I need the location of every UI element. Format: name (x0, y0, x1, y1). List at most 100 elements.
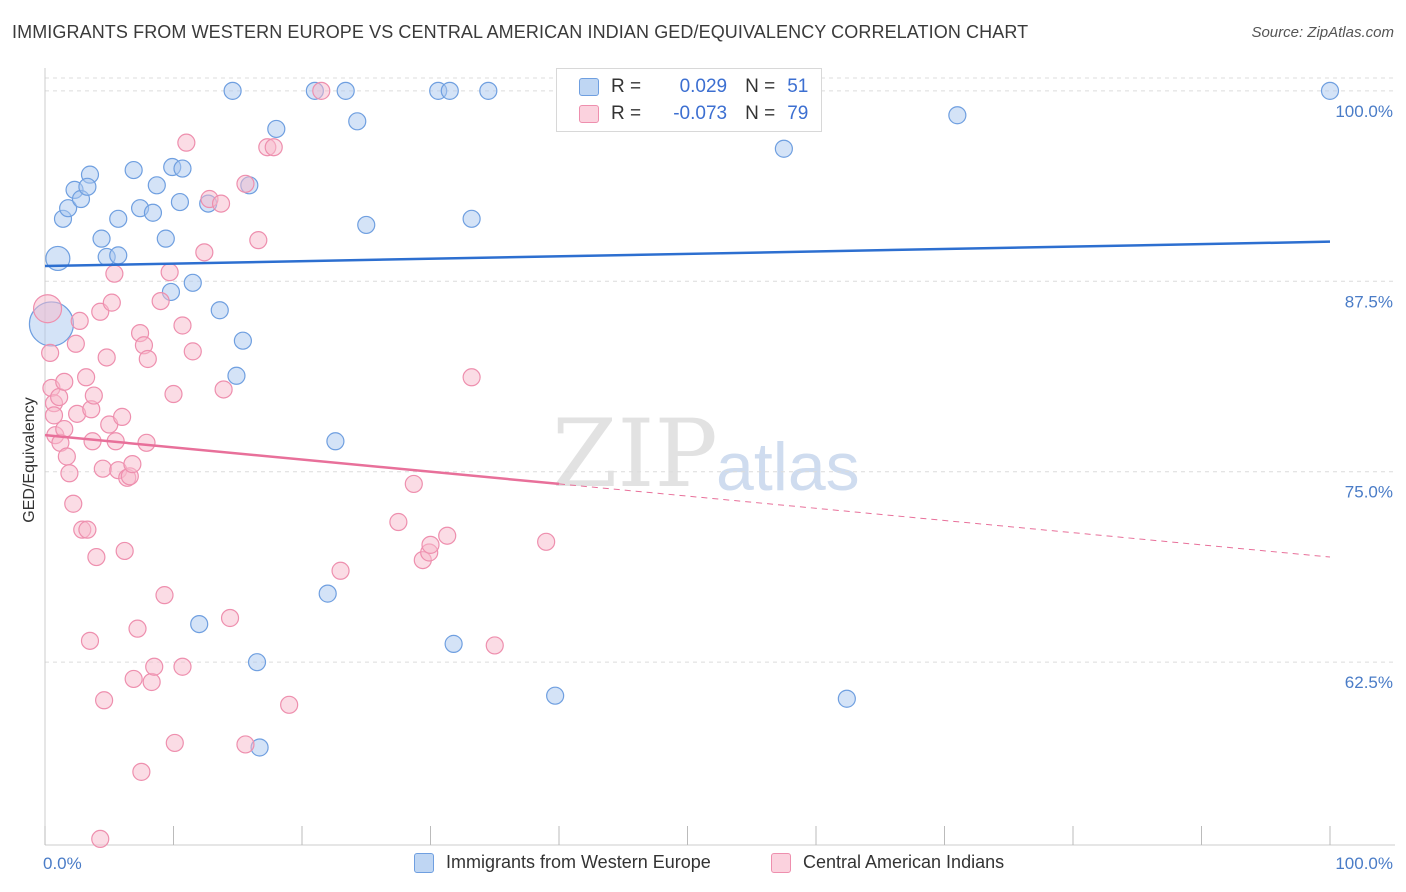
point-central-american-indians (55, 372, 74, 391)
point-western-europe (357, 215, 376, 235)
point-central-american-indians (138, 349, 157, 369)
point-central-american-indians (84, 386, 103, 405)
point-central-american-indians (137, 433, 156, 452)
legend-item-western-europe[interactable]: Immigrants from Western Europe (414, 852, 711, 873)
point-central-american-indians (145, 657, 164, 676)
point-central-american-indians (142, 672, 161, 692)
point-western-europe (326, 432, 345, 451)
point-central-american-indians (77, 368, 96, 387)
point-western-europe (336, 81, 355, 100)
point-western-europe (92, 229, 111, 248)
point-central-american-indians (66, 334, 85, 353)
data-points (28, 81, 1340, 849)
point-western-europe (109, 209, 128, 228)
point-central-american-indians (173, 657, 192, 676)
point-central-american-indians (236, 174, 255, 193)
point-western-europe (233, 331, 252, 350)
legend-swatch-blue (579, 78, 599, 96)
point-central-american-indians (32, 294, 63, 324)
legend-swatch-blue (414, 852, 434, 873)
point-western-europe (348, 112, 367, 131)
point-central-american-indians (214, 380, 233, 399)
point-central-american-indians (124, 669, 143, 689)
legend-swatch-pink (771, 852, 791, 873)
point-central-american-indians (60, 464, 79, 483)
point-central-american-indians (236, 735, 255, 754)
legend-row-pink: R = -0.073 N = 79 (579, 102, 808, 126)
point-western-europe (59, 199, 78, 218)
point-central-american-indians (155, 586, 174, 605)
tick-labels: 100.0% 87.5% 75.0% 62.5% 0.0% 100.0% (43, 102, 1393, 873)
legend-n-value: 79 (787, 103, 809, 124)
point-western-europe (479, 81, 498, 100)
point-central-american-indians (404, 474, 423, 494)
point-western-europe (109, 246, 128, 265)
y-tick-label: 87.5% (1345, 292, 1393, 311)
point-western-europe (190, 614, 209, 634)
point-western-europe (170, 192, 190, 212)
point-central-american-indians (78, 520, 97, 539)
point-western-europe (948, 106, 967, 125)
point-central-american-indians (70, 311, 89, 331)
point-western-europe (546, 686, 565, 705)
point-western-europe (440, 81, 459, 100)
point-central-american-indians (164, 384, 183, 404)
trend-lines (44, 240, 1331, 558)
point-western-europe (210, 301, 229, 320)
point-central-american-indians (87, 547, 106, 567)
legend-n-label: N = (745, 103, 776, 124)
point-central-american-indians (102, 293, 121, 312)
point-central-american-indians (160, 263, 179, 282)
axes (44, 68, 1395, 846)
point-central-american-indians (462, 368, 481, 387)
point-western-europe (173, 159, 192, 178)
point-central-american-indians (537, 532, 556, 551)
point-central-american-indians (211, 194, 231, 213)
series-legend: Immigrants from Western Europe Central A… (0, 852, 1406, 878)
point-central-american-indians (44, 406, 64, 425)
point-western-europe (1320, 81, 1340, 100)
legend-n-label: N = (745, 76, 776, 97)
point-central-american-indians (173, 316, 192, 335)
point-western-europe (124, 160, 143, 180)
point-central-american-indians (93, 459, 112, 478)
y-tick-label: 75.0% (1345, 483, 1393, 502)
point-central-american-indians (389, 512, 408, 532)
point-central-american-indians (220, 608, 240, 628)
point-western-europe (223, 81, 242, 100)
point-central-american-indians (95, 691, 114, 710)
point-central-american-indians (151, 292, 170, 311)
source-credit: Source: ZipAtlas.com (1251, 24, 1394, 41)
point-western-europe (45, 245, 71, 272)
legend-label: Central American Indians (803, 852, 1005, 872)
point-central-american-indians (115, 541, 134, 561)
point-central-american-indians (105, 264, 124, 283)
point-central-american-indians (177, 133, 196, 152)
point-central-american-indians (80, 631, 100, 650)
point-central-american-indians (312, 81, 331, 100)
legend-swatch-pink (579, 105, 599, 123)
point-western-europe (156, 229, 175, 248)
point-western-europe (267, 119, 286, 139)
point-central-american-indians (264, 138, 283, 157)
x-tick-label: 100.0% (1335, 854, 1393, 873)
chart-title: IMMIGRANTS FROM WESTERN EUROPE VS CENTRA… (12, 22, 1029, 42)
trend-line-central-american-indians-dashed (558, 483, 1331, 558)
point-central-american-indians (57, 447, 76, 466)
point-central-american-indians (183, 342, 202, 361)
y-tick-label: 100.0% (1335, 102, 1393, 121)
point-central-american-indians (195, 243, 214, 262)
point-central-american-indians (485, 636, 504, 655)
stats-legend: R = 0.029 N = 51 R = -0.073 N = 79 (556, 68, 822, 132)
legend-r-value: -0.073 (673, 103, 728, 124)
point-western-europe (227, 366, 246, 385)
point-western-europe (462, 209, 481, 228)
point-central-american-indians (165, 733, 184, 753)
point-central-american-indians (50, 387, 69, 407)
point-western-europe (78, 177, 97, 196)
point-central-american-indians (64, 494, 83, 513)
watermark-atlas: atlas (716, 429, 860, 505)
legend-item-central-american-indians[interactable]: Central American Indians (771, 852, 1004, 873)
point-central-american-indians (280, 695, 299, 714)
